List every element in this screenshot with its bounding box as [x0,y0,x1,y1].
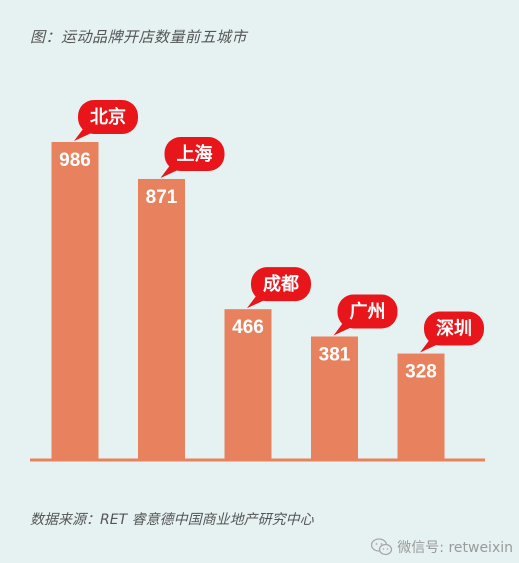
data-label: 466 [232,317,264,338]
data-label: 328 [405,362,437,383]
wechat-id: 微信号: retweixin [397,540,513,556]
bar [397,353,445,459]
source-note: 数据来源：RET 睿意德中国商业地产研究中心 [30,512,314,528]
bubble-tail [160,161,185,178]
bubble-tail [247,292,271,309]
bar [51,142,99,459]
category-label: 北京 [90,106,126,128]
bubble-tail [74,125,98,141]
city-bubble [337,294,398,329]
bar [138,178,185,460]
city-bubble [164,136,225,171]
category-label: 深圳 [436,318,472,340]
wechat-icon [371,538,393,556]
bar [311,336,358,459]
data-label: 381 [319,345,351,366]
data-label: 871 [146,187,178,208]
bar [224,309,272,459]
city-bubble [424,311,484,346]
city-bubble [78,100,138,134]
bubble-tail [420,336,444,353]
category-label: 广州 [350,301,386,323]
wechat-watermark: 微信号: retweixin [371,537,513,557]
category-label: 成都 [263,273,299,295]
category-label: 上海 [177,143,213,165]
city-bubble [251,267,311,302]
bubble-tail [333,319,358,336]
data-label: 986 [59,150,91,171]
chart-title: 图：运动品牌开店数量前五城市 [30,28,248,46]
